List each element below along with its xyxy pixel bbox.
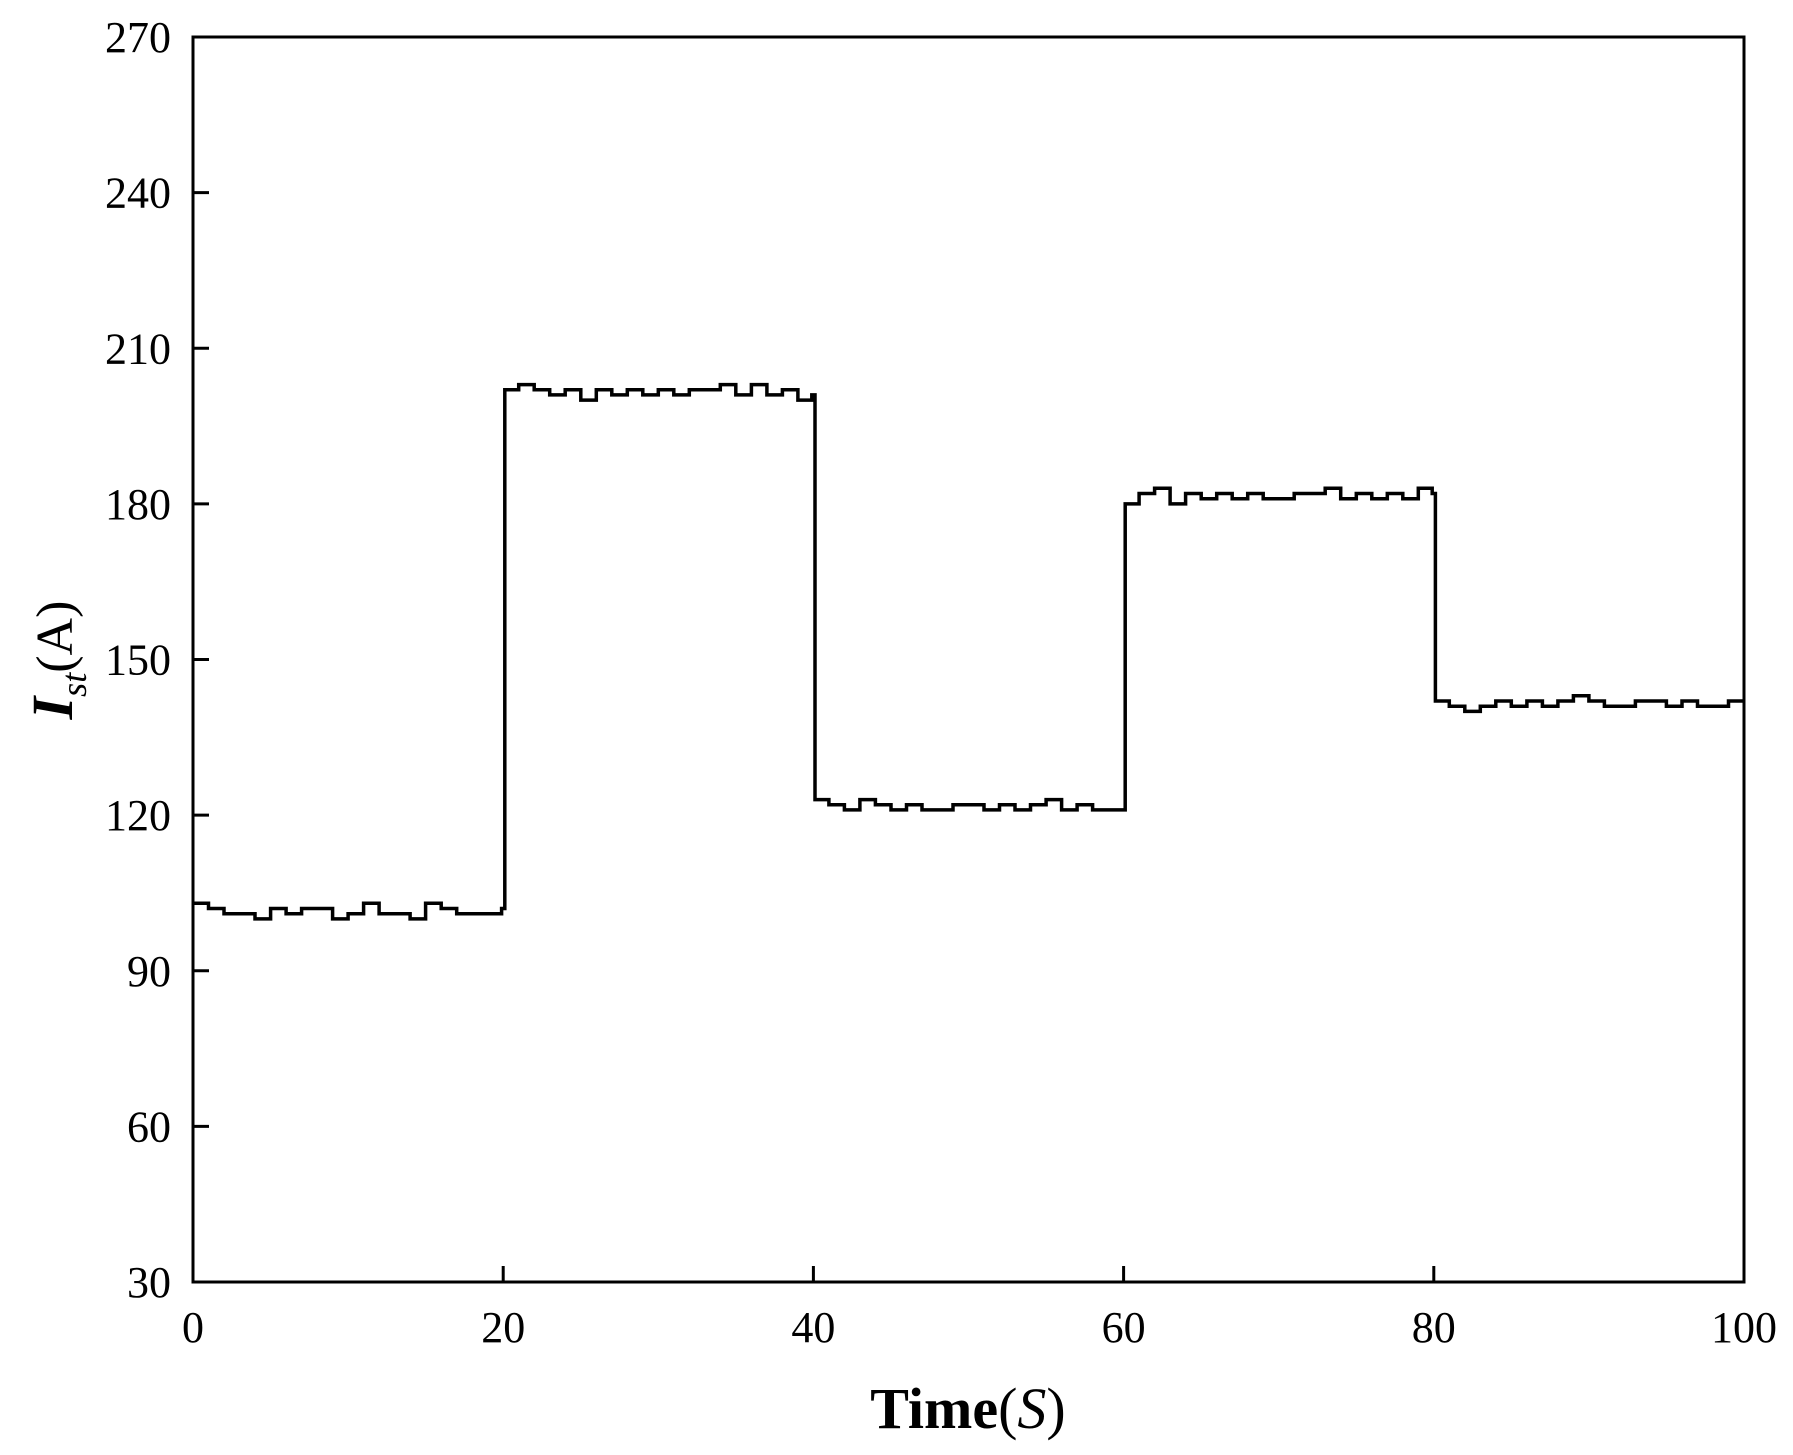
y-axis-label-main: I [20,694,85,720]
y-tick-label: 240 [105,169,171,218]
y-axis-label: Ist(A) [20,601,94,721]
x-tick-label: 40 [791,1303,835,1352]
x-tick-label: 80 [1412,1303,1456,1352]
y-axis-label-subscript: st [54,672,94,697]
x-axis-label-paren-close: ) [1046,1376,1065,1441]
y-tick-label: 60 [127,1102,171,1151]
y-tick-label: 150 [105,636,171,685]
x-axis-label-paren-open: ( [998,1376,1017,1441]
x-axis-label-main: Time [870,1376,998,1441]
x-axis-label-unit: S [1017,1376,1046,1441]
x-tick-label: 60 [1102,1303,1146,1352]
y-axis-label-unit: (A) [27,601,84,673]
x-axis-label: Time(S) [870,1376,1065,1441]
y-tick-label: 90 [127,947,171,996]
series-line [193,382,1744,921]
x-axis-ticks: 0 20 40 60 80 100 [182,1266,1777,1352]
x-tick-label: 100 [1711,1303,1777,1352]
y-axis-ticks: 30 60 90 120 150 180 210 240 270 [105,13,209,1307]
x-tick-label: 0 [182,1303,204,1352]
y-tick-label: 120 [105,791,171,840]
y-tick-label: 210 [105,324,171,373]
y-tick-label: 270 [105,13,171,62]
plot-frame [191,35,1746,1284]
x-tick-label: 20 [481,1303,525,1352]
y-tick-label: 180 [105,480,171,529]
y-tick-label: 30 [127,1258,171,1307]
